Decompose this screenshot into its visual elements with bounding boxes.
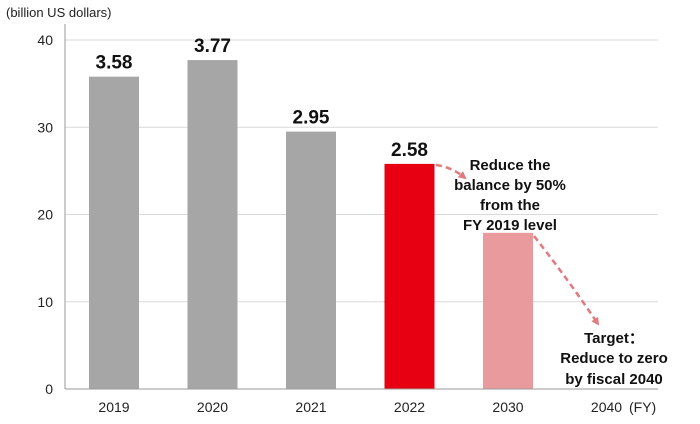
x-tick-label-2019: 2019 bbox=[98, 399, 129, 415]
annotation-line: Reduce to zero bbox=[560, 350, 668, 367]
y-tick-label: 0 bbox=[45, 381, 53, 397]
bar-2030 bbox=[483, 232, 533, 389]
y-axis-unit-label: (billion US dollars) bbox=[6, 5, 111, 20]
annotation-line: Reduce the bbox=[470, 157, 551, 174]
y-tick-label: 40 bbox=[37, 32, 53, 48]
x-tick-label-2021: 2021 bbox=[295, 399, 326, 415]
annotation-line: FY 2019 level bbox=[463, 217, 557, 234]
x-axis-unit-label: (FY) bbox=[629, 399, 656, 415]
x-tick-label-2040: 2040 bbox=[591, 399, 622, 415]
data-label-2020: 3.77 bbox=[194, 36, 231, 57]
x-tick-label-2030: 2030 bbox=[492, 399, 523, 415]
annotation-line: Target： bbox=[584, 330, 644, 347]
data-label-2019: 3.58 bbox=[96, 53, 133, 74]
data-label-2021: 2.95 bbox=[293, 108, 330, 129]
bars: 3.58 3.77 2.95 2.58 bbox=[89, 36, 533, 390]
reduction-arrow-to-2030 bbox=[435, 163, 467, 180]
annotation-line: balance by 50% bbox=[454, 177, 566, 194]
reduction-arrow-to-2040 bbox=[533, 235, 600, 326]
reduce-50-annotation: Reduce the balance by 50% from the FY 20… bbox=[454, 157, 566, 234]
bar-2019 bbox=[89, 76, 139, 390]
gridlines bbox=[65, 39, 658, 303]
bar-2020 bbox=[187, 60, 238, 389]
annotation-line: from the bbox=[480, 197, 540, 214]
y-tick-label: 20 bbox=[37, 207, 53, 223]
y-tick-label: 10 bbox=[37, 294, 53, 310]
data-label-2022: 2.58 bbox=[391, 140, 428, 161]
annotation-line: by fiscal 2040 bbox=[565, 371, 663, 388]
bar-2022 bbox=[384, 163, 435, 389]
bar-2021 bbox=[286, 131, 336, 390]
target-annotation: Target： Reduce to zero by fiscal 2040 bbox=[560, 330, 668, 388]
y-tick-label: 30 bbox=[37, 119, 53, 135]
x-tick-label-2022: 2022 bbox=[394, 399, 425, 415]
x-tick-label-2020: 2020 bbox=[197, 399, 228, 415]
